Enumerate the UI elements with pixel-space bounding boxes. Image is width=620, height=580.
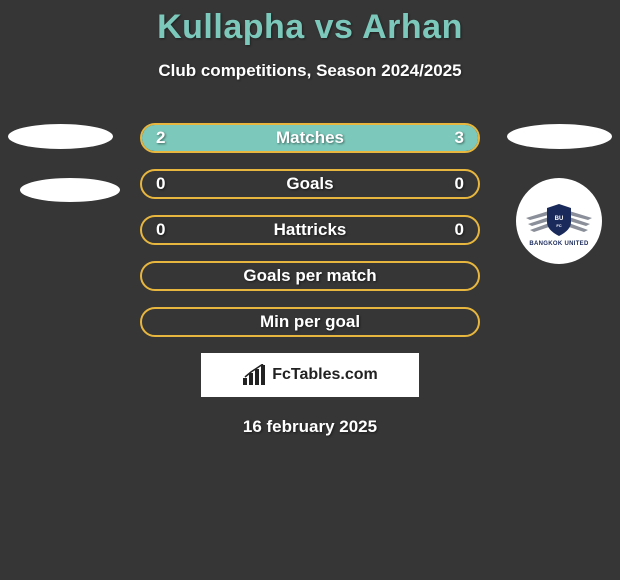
club-badge: BU FC BANGKOK UNITED: [516, 178, 602, 264]
stat-label: Goals: [286, 174, 333, 194]
stat-value-left: 0: [156, 174, 165, 194]
brand-box: FcTables.com: [201, 353, 419, 397]
stat-row: 2 3 Matches: [140, 123, 480, 153]
club-badge-icon: BU FC: [524, 196, 594, 240]
club-badge-text: BANGKOK UNITED: [529, 241, 588, 247]
stat-label: Min per goal: [260, 312, 360, 332]
svg-text:FC: FC: [556, 223, 561, 228]
stat-row: 0 0 Hattricks: [140, 215, 480, 245]
player-left-ellipse-2: [20, 178, 120, 202]
page-title: Kullapha vs Arhan: [0, 0, 620, 47]
stat-row: 0 0 Goals: [140, 169, 480, 199]
subtitle: Club competitions, Season 2024/2025: [0, 61, 620, 81]
date-label: 16 february 2025: [0, 417, 620, 437]
stat-row: Goals per match: [140, 261, 480, 291]
stat-value-left: 0: [156, 220, 165, 240]
stat-value-left: 2: [156, 128, 165, 148]
player-right-ellipse-1: [507, 124, 612, 149]
bars-icon: [242, 364, 268, 386]
stat-label: Hattricks: [274, 220, 347, 240]
stat-value-right: 0: [455, 174, 464, 194]
stat-row: Min per goal: [140, 307, 480, 337]
stat-label: Goals per match: [243, 266, 376, 286]
stat-value-right: 0: [455, 220, 464, 240]
stat-value-right: 3: [455, 128, 464, 148]
stat-label: Matches: [276, 128, 344, 148]
svg-text:BU: BU: [555, 216, 564, 222]
brand-label: FcTables.com: [272, 366, 378, 384]
player-left-ellipse-1: [8, 124, 113, 149]
